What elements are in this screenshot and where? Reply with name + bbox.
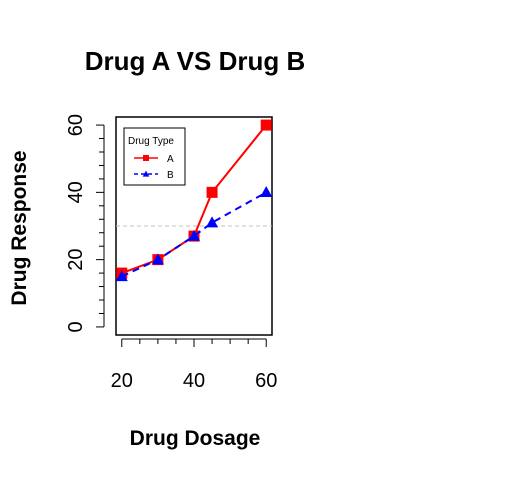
x-tick-label: 60 [255,370,277,392]
series-layer [115,119,273,282]
data-point-b [151,253,164,265]
data-point-a [206,186,218,198]
data-point-a [260,119,272,131]
y-tick-label: 60 [65,114,87,136]
data-point-b [260,186,273,198]
legend-marker-b [142,170,150,177]
data-point-b [187,229,201,241]
legend: Drug Type AB [123,127,186,186]
series-line-b [121,191,267,278]
legend-label-b: B [167,170,174,181]
legend-label-a: A [167,154,174,165]
y-tick-label: 0 [65,321,87,332]
legend-box [123,127,186,186]
chart-title: Drug A VS Drug B [85,46,306,76]
data-point-b [115,270,128,282]
data-point-b [206,216,219,228]
x-axis-title: Drug Dosage [130,427,261,450]
x-tick-label: 40 [183,370,205,392]
axis-layer: 20 40 60 0 20 40 60 [65,114,277,392]
legend-entries: AB [134,154,174,181]
y-axis-title: Drug Response [8,150,31,305]
series-b [115,186,273,282]
y-tick-label: 20 [65,249,87,271]
legend-title: Drug Type [128,136,174,147]
y-tick-label: 40 [65,181,87,203]
x-tick-label: 20 [111,370,133,392]
legend-marker-a [143,155,149,161]
